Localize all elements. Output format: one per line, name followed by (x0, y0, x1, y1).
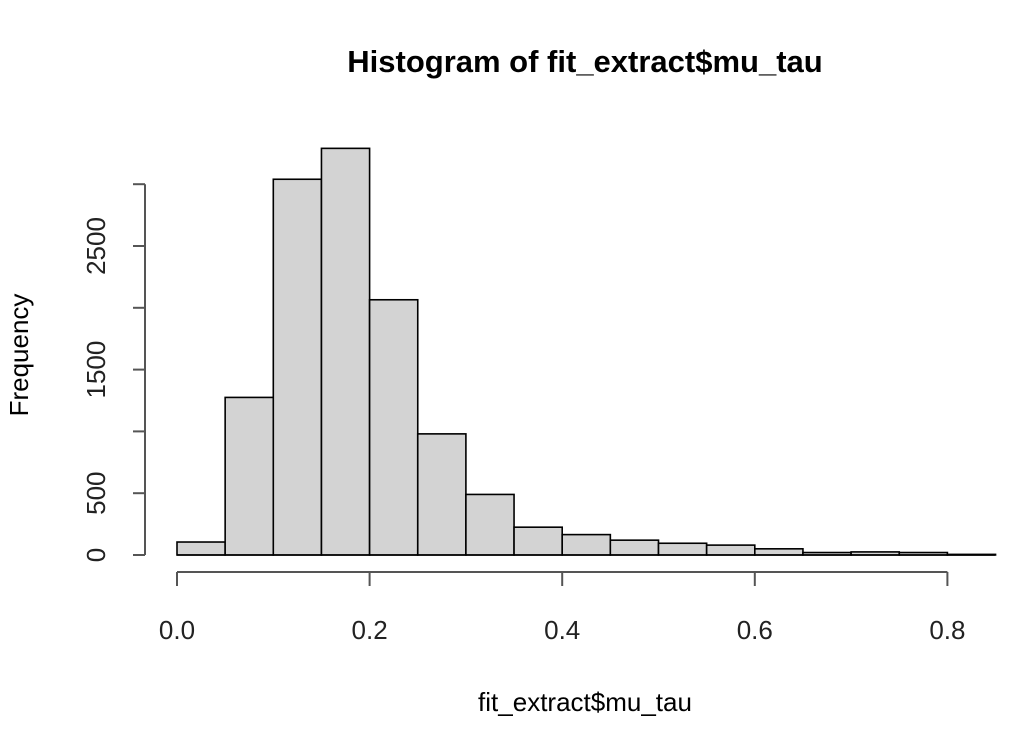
histogram-bar (320, 147, 371, 556)
y-tick-label: 1500 (81, 341, 111, 399)
histogram-bar (368, 298, 419, 556)
histogram-bar (176, 541, 226, 556)
y-tick-label: 2500 (81, 217, 111, 275)
y-axis-label: Frequency (4, 294, 34, 417)
histogram-bar (705, 544, 756, 556)
chart-title: Histogram of fit_extract$mu_tau (347, 44, 822, 79)
histogram-bar (224, 396, 275, 556)
y-axis: 0 500 1500 2500 (81, 183, 146, 562)
histogram-bar (465, 493, 515, 556)
x-axis-label: fit_extract$mu_tau (478, 687, 692, 717)
histogram-bar (753, 548, 804, 556)
y-tick-label: 500 (81, 472, 111, 515)
x-tick-label: 0.6 (737, 615, 773, 645)
histogram-bar (272, 178, 323, 556)
histogram-bar (657, 542, 708, 556)
y-tick-label: 0 (81, 548, 111, 562)
x-tick-label: 0.4 (544, 615, 580, 645)
x-tick-label: 0.0 (159, 615, 195, 645)
x-tick-label: 0.2 (352, 615, 388, 645)
bars-group (176, 147, 997, 556)
histogram-bar (513, 526, 563, 556)
histogram-bar (609, 539, 660, 556)
x-axis: 0.0 0.2 0.4 0.6 0.8 (159, 571, 965, 645)
histogram-bar (416, 433, 467, 556)
x-tick-label: 0.8 (929, 615, 965, 645)
histogram-bar (561, 533, 612, 556)
